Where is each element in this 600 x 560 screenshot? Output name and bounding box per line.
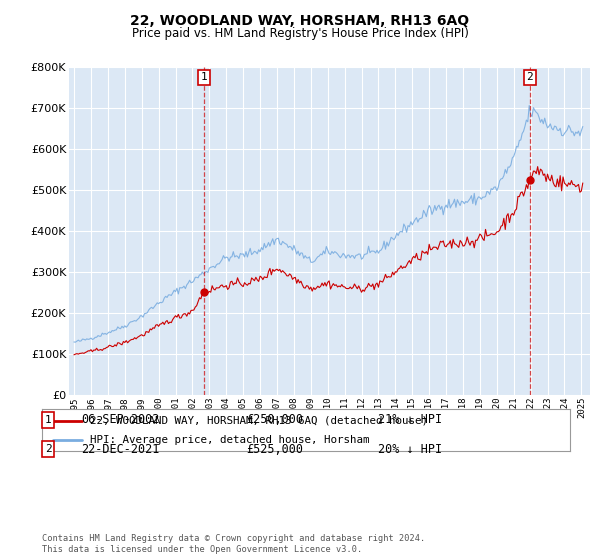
Text: Contains HM Land Registry data © Crown copyright and database right 2024.: Contains HM Land Registry data © Crown c… xyxy=(42,534,425,543)
Text: 1: 1 xyxy=(44,414,52,424)
Text: £525,000: £525,000 xyxy=(246,442,303,456)
Text: £250,000: £250,000 xyxy=(246,413,303,426)
Text: 1: 1 xyxy=(200,72,207,82)
Text: 06-SEP-2002: 06-SEP-2002 xyxy=(81,413,160,426)
Text: Price paid vs. HM Land Registry's House Price Index (HPI): Price paid vs. HM Land Registry's House … xyxy=(131,27,469,40)
Text: 2: 2 xyxy=(527,72,533,82)
Text: 2: 2 xyxy=(44,444,52,454)
Text: 20% ↓ HPI: 20% ↓ HPI xyxy=(378,442,442,456)
Text: This data is licensed under the Open Government Licence v3.0.: This data is licensed under the Open Gov… xyxy=(42,545,362,554)
Text: 22, WOODLAND WAY, HORSHAM, RH13 6AQ: 22, WOODLAND WAY, HORSHAM, RH13 6AQ xyxy=(130,14,470,28)
Text: 22, WOODLAND WAY, HORSHAM, RH13 6AQ (detached house): 22, WOODLAND WAY, HORSHAM, RH13 6AQ (det… xyxy=(89,416,428,426)
Text: HPI: Average price, detached house, Horsham: HPI: Average price, detached house, Hors… xyxy=(89,435,369,445)
Text: 21% ↓ HPI: 21% ↓ HPI xyxy=(378,413,442,426)
Text: 22-DEC-2021: 22-DEC-2021 xyxy=(81,442,160,456)
